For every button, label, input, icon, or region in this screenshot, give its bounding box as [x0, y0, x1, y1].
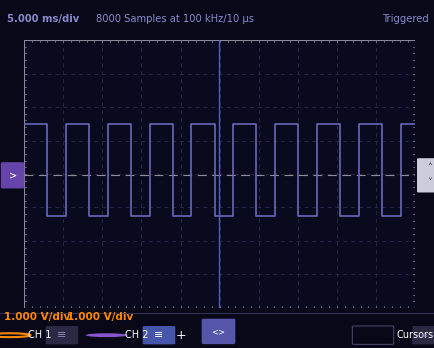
Text: 1.000 V/div: 1.000 V/div — [4, 312, 70, 322]
Text: ≡: ≡ — [57, 330, 66, 340]
Text: 8000 Samples at 100 kHz/10 µs: 8000 Samples at 100 kHz/10 µs — [95, 14, 253, 24]
FancyBboxPatch shape — [201, 319, 235, 344]
Text: ˅: ˅ — [426, 178, 431, 188]
Text: 1.000 V/div: 1.000 V/div — [67, 312, 133, 322]
Text: +: + — [175, 329, 185, 342]
FancyBboxPatch shape — [1, 162, 24, 189]
Text: CH 1: CH 1 — [28, 330, 52, 340]
Text: 5.000 ms/div: 5.000 ms/div — [7, 14, 79, 24]
Text: ˄: ˄ — [426, 163, 431, 173]
Text: ≡: ≡ — [154, 330, 163, 340]
Text: <>: <> — [211, 327, 225, 337]
Circle shape — [85, 333, 127, 337]
Text: CH 2: CH 2 — [125, 330, 148, 340]
FancyBboxPatch shape — [411, 326, 434, 345]
FancyBboxPatch shape — [46, 326, 78, 345]
FancyBboxPatch shape — [142, 326, 175, 345]
Text: Cursors: Cursors — [396, 330, 433, 340]
Text: Triggered: Triggered — [381, 14, 427, 24]
Text: ≡: ≡ — [420, 331, 427, 340]
FancyBboxPatch shape — [416, 158, 434, 192]
Text: >: > — [9, 170, 16, 180]
FancyBboxPatch shape — [352, 326, 393, 345]
